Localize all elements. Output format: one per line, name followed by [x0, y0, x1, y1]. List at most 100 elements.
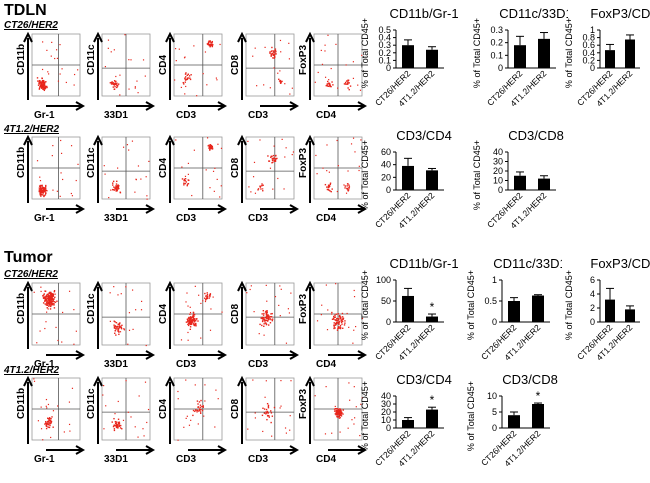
chart-tdln-foxp3-cd4: FoxP3/CD4% of Total CD45+00.20.40.60.81C…: [560, 0, 650, 118]
y-arrowhead: [237, 134, 247, 146]
x-arrowhead: [289, 445, 300, 455]
chart-tumor-cd3-cd8: CD3/CD8% of Total CD45+ 0 5 10 CT26/HER2 * 4T1…: [462, 366, 562, 478]
x-axis-label: 33D1: [104, 213, 128, 224]
bar: [426, 49, 438, 68]
chart-title: CD3/CD4: [396, 128, 452, 143]
event-dots: [177, 379, 219, 441]
y-tick-label: 0.2: [582, 55, 595, 65]
flow-plot-cd11b-gr1: CD11b Gr-1: [16, 31, 86, 121]
y-arrowhead: [165, 31, 175, 43]
event-dots: [180, 285, 223, 341]
y-tick-label: 0.6: [582, 40, 595, 50]
flow-plot-canvas: FoxP3 CD4: [298, 375, 368, 465]
event-dots: [103, 140, 150, 200]
chart-tumor-cd11b-gr1: CD11b/Gr-1% of Total CD45+ 0 50 100 CT26/HER…: [356, 250, 468, 372]
x-axis-label: CD4: [316, 359, 336, 370]
y-tick-label: 40: [381, 160, 391, 170]
y-arrowhead: [237, 31, 247, 43]
flow-plot-cd11b-gr1: CD11b Gr-1: [16, 280, 86, 370]
x-arrowhead: [75, 204, 86, 214]
event-dots: [36, 41, 79, 92]
x-axis-label: Gr-1: [34, 359, 55, 370]
flow-plot-cd11c-33d1: CD11c 33D1: [86, 280, 156, 370]
x-axis-label: CD3: [248, 110, 268, 121]
chart-tdln-cd11c-33d1: CD11c/33D1% of Total CD45+ 0 0.1 0.2 0.3 CT26…: [468, 0, 573, 118]
x-arrowhead: [217, 445, 228, 455]
chart-tumor-cd11c-33d1: CD11c/33D1% of Total CD45+ 0 0.5 1 CT26/HER2…: [462, 250, 567, 372]
flow-plot-foxp3-cd4: FoxP3 CD4: [298, 134, 368, 224]
chart-svg: CD11b/Gr-1% of Total CD45+ 050100CT26/HER…: [360, 256, 459, 362]
y-tick-label: 0.1: [378, 55, 391, 65]
y-tick-label: 20: [381, 407, 391, 417]
y-tick-label: 0.2: [378, 48, 391, 58]
flow-plot-canvas: CD4 CD3: [158, 134, 228, 224]
flow-plot-canvas: CD11b Gr-1: [16, 375, 86, 465]
y-tick-label: 10: [487, 391, 497, 401]
y-tick-label: 0: [386, 185, 391, 195]
flow-plot-canvas: FoxP3 CD4: [298, 31, 368, 121]
y-axis-label: CD11b: [16, 147, 27, 178]
x-arrowhead: [75, 445, 86, 455]
bar: [402, 45, 414, 68]
bar: [402, 295, 414, 322]
bar: [538, 38, 550, 68]
flow-plot-canvas: CD11b Gr-1: [16, 134, 86, 224]
bar: [605, 50, 615, 68]
y-axis-label: CD4: [158, 55, 169, 75]
event-dots: [314, 34, 363, 91]
y-tick-label: 0: [492, 423, 497, 433]
y-axis-title: % of Total CD45+: [564, 18, 574, 88]
y-tick-label: 0.4: [582, 48, 595, 58]
y-arrowhead: [23, 280, 33, 292]
y-arrowhead: [23, 134, 33, 146]
y-axis-label: CD4: [158, 399, 169, 419]
event-dots: [252, 39, 293, 95]
bar: [532, 295, 544, 322]
x-arrowhead: [75, 350, 86, 360]
y-axis-label: CD8: [230, 304, 241, 324]
y-arrowhead: [93, 134, 103, 146]
flow-plot-cd4-cd3: CD4 CD3: [158, 31, 228, 121]
flow-plot-canvas: CD4 CD3: [158, 375, 228, 465]
bar: [426, 170, 438, 190]
y-axis-label: CD11c: [86, 44, 97, 75]
y-arrowhead: [93, 375, 103, 387]
bar: [625, 39, 635, 68]
y-arrowhead: [305, 31, 315, 43]
tumor-row1-label: CT26/HER2: [4, 269, 58, 280]
flow-plot-cd11b-gr1: CD11b Gr-1: [16, 375, 86, 465]
y-tick-label: 0.3: [490, 25, 503, 35]
y-tick-label: 0.4: [378, 33, 391, 43]
chart-tdln-cd3-cd4: CD3/CD4% of Total CD45+ 0 20 40 60 CT26/HER2 4…: [356, 122, 468, 240]
x-arrowhead: [357, 445, 368, 455]
tumor-row2-label: 4T1.2/HER2: [4, 365, 60, 376]
y-tick-label: 60: [381, 147, 391, 157]
chart-svg: CD3/CD8% of Total CD45+ 0510CT26/HER2*4T1…: [466, 372, 558, 468]
y-axis-label: FoxP3: [298, 294, 309, 324]
y-tick-label: 0: [386, 317, 391, 327]
flow-plot-foxp3-cd4: FoxP3 CD4: [298, 375, 368, 465]
flow-plot-canvas: CD8 CD3: [230, 375, 300, 465]
bar: [426, 409, 438, 428]
y-axis-label: FoxP3: [298, 148, 309, 178]
y-tick-label: 20: [493, 166, 503, 176]
y-tick-label: 0: [386, 63, 391, 73]
tdln-row2-label: 4T1.2/HER2: [4, 124, 60, 135]
x-arrowhead: [217, 350, 228, 360]
chart-svg: CD11c/33D1% of Total CD45+ 00.51CT26/HER2…: [466, 256, 567, 362]
y-tick-label: 4: [590, 289, 595, 299]
y-axis-title: % of Total CD45+: [360, 381, 370, 451]
x-arrowhead: [289, 350, 300, 360]
y-axis-label: CD11b: [16, 388, 27, 419]
x-axis-label: CD3: [176, 454, 196, 465]
x-axis-label: 33D1: [104, 359, 128, 370]
y-axis-title: % of Total CD45+: [472, 140, 482, 210]
flow-plot-cd11c-33d1: CD11c 33D1: [86, 31, 156, 121]
flow-plot-canvas: CD8 CD3: [230, 31, 300, 121]
x-axis-label: CD3: [176, 213, 196, 224]
event-dots: [104, 34, 146, 96]
flow-plot-canvas: FoxP3 CD4: [298, 280, 368, 370]
y-tick-label: 0: [590, 63, 595, 73]
chart-title: FoxP3/CD4: [590, 6, 650, 21]
x-axis-label: CD4: [316, 110, 336, 121]
